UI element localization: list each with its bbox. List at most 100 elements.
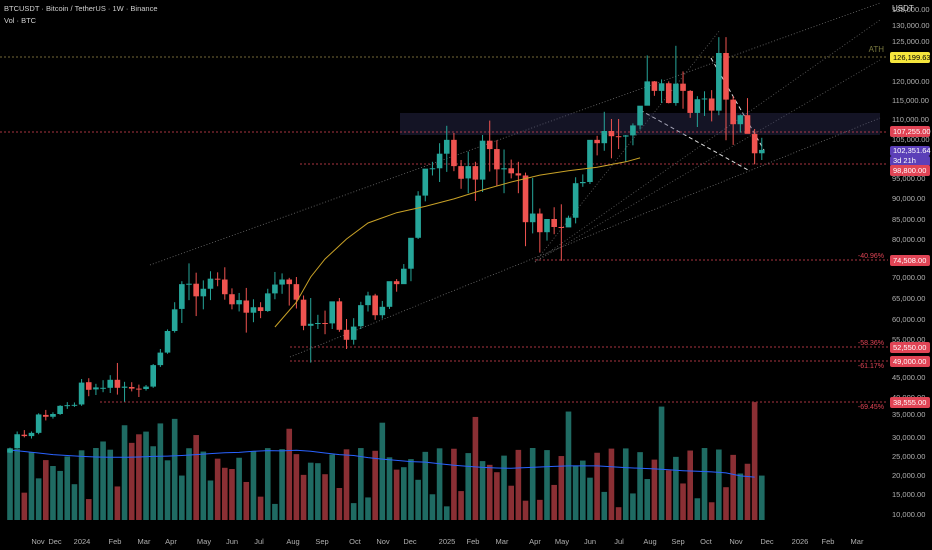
volume-bar (744, 463, 751, 520)
volume-bar (694, 498, 701, 520)
candle-body (300, 299, 307, 326)
candle-body (443, 139, 450, 154)
volume-bar (85, 499, 92, 520)
y-tick-label: 85,000.00 (892, 215, 925, 224)
ath-price-tag: 126,199.63 (890, 52, 931, 63)
x-tick-label: Dec (760, 537, 774, 546)
x-tick-label: Jul (614, 537, 624, 546)
volume-bar (723, 487, 729, 520)
volume-bar (315, 463, 321, 520)
volume-bar (78, 450, 85, 520)
candle-body (7, 449, 13, 453)
volume-bar (71, 484, 78, 520)
volume-bar (157, 423, 164, 520)
candle-body (100, 387, 106, 389)
candle-body (43, 414, 49, 417)
candle-body (501, 168, 507, 170)
volume-bar (529, 448, 536, 520)
volume-bar (207, 480, 214, 520)
candle-body (429, 168, 436, 170)
volume-bar (93, 448, 99, 520)
candle-body (186, 283, 192, 285)
y-tick-label: 35,000.00 (892, 410, 925, 419)
candle-body (279, 279, 285, 285)
volume-bar (494, 472, 500, 520)
volume-bar (307, 462, 314, 520)
volume-bar (264, 448, 271, 520)
volume-bar (7, 448, 13, 520)
candle-body (386, 281, 393, 307)
candle-body (71, 404, 78, 406)
fan-line (534, 19, 881, 263)
x-tick-label: Jun (584, 537, 596, 546)
candle-body (222, 279, 228, 295)
y-tick-label: 15,000.00 (892, 490, 925, 499)
candle-body (730, 99, 736, 125)
candle-body (193, 283, 199, 297)
volume-bar (544, 450, 550, 520)
candle-body (515, 173, 522, 176)
volume-bar (64, 456, 71, 520)
candle-body (107, 379, 114, 388)
candle-body (759, 149, 765, 154)
x-tick-label: 2025 (439, 537, 456, 546)
volume-bar (630, 493, 636, 520)
volume-bar (673, 456, 679, 520)
candle-body (336, 301, 343, 330)
channel-lower-line (289, 117, 881, 358)
volume-bar (651, 459, 658, 520)
volume-bar (637, 452, 643, 520)
y-tick-label: 20,000.00 (892, 471, 925, 480)
countdown-tag: 3d 21h (890, 156, 930, 166)
volume-bar (751, 402, 758, 520)
volume-ma-line (9, 449, 755, 478)
volume-bar (479, 461, 486, 520)
candle-body (179, 284, 185, 309)
candle-body (687, 90, 693, 113)
volume-bar (365, 497, 371, 520)
volume-bar (272, 503, 278, 520)
candle-body (315, 323, 321, 324)
candle-body (615, 136, 622, 138)
current-price-tag: 102,351.64 (890, 146, 931, 156)
percent-label: -58.36% (858, 340, 884, 347)
volume-bar (193, 435, 199, 520)
candle-body (85, 382, 92, 390)
y-tick-label: 120,000.00 (892, 77, 930, 86)
candle-body (408, 237, 414, 269)
candle-body (665, 83, 672, 104)
candle-body (565, 217, 572, 228)
volume-bar (336, 488, 343, 520)
level-58-tag: 52,550.00 (890, 342, 930, 353)
volume-bar (114, 486, 121, 520)
x-tick-label: Oct (349, 537, 362, 546)
candle-body (229, 294, 235, 305)
candle-body (393, 281, 400, 285)
candle-body (522, 175, 529, 223)
x-tick-label: 2026 (792, 537, 809, 546)
candle-body (458, 166, 464, 179)
candle-body (486, 140, 493, 150)
candle-body (680, 83, 686, 91)
candle-body (307, 323, 314, 326)
volume-bar (601, 491, 608, 520)
x-tick-label: Nov (376, 537, 390, 546)
y-tick-label: 10,000.00 (892, 510, 925, 519)
candle-body (508, 168, 514, 174)
candle-body (57, 405, 63, 414)
candle-body (637, 105, 643, 126)
candle-body (214, 278, 221, 280)
candle-body (572, 183, 579, 218)
volume-bar (229, 469, 235, 520)
candle-body (329, 301, 335, 324)
percent-label: -40.96% (858, 253, 884, 260)
volume-bar (372, 450, 378, 520)
candle-body (128, 387, 135, 389)
x-tick-label: Feb (467, 537, 480, 546)
volume-bar (658, 406, 665, 520)
currency-label[interactable]: USDT (892, 4, 914, 13)
volume-bar (458, 491, 464, 520)
volume-bar (28, 452, 35, 520)
candle-body (379, 306, 386, 316)
